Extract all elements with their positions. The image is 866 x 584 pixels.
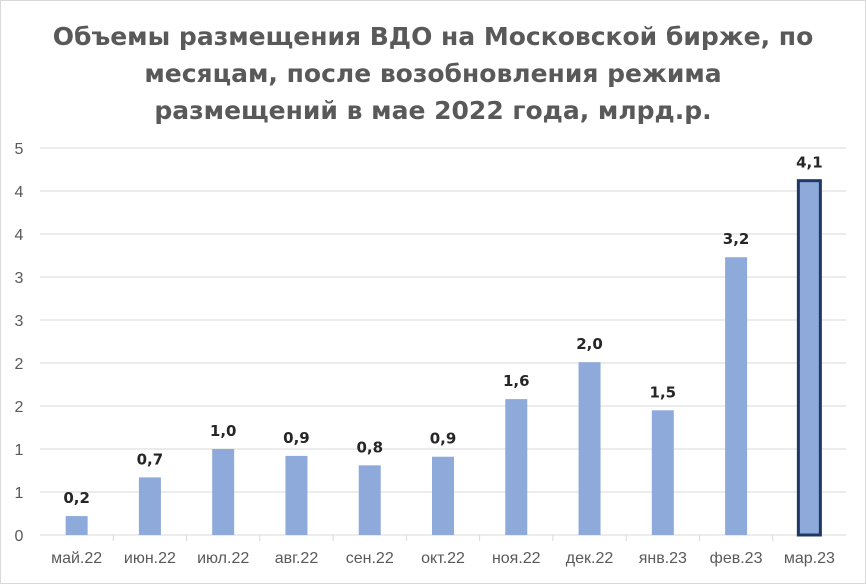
y-tick-label: 2: [15, 399, 24, 416]
data-label: 1,5: [650, 383, 677, 401]
bar: [212, 449, 235, 535]
bar: [285, 455, 308, 535]
data-label: 4,1: [796, 154, 823, 172]
y-tick-label: 3: [15, 313, 24, 330]
chart-title-line-1: Объемы размещения ВДО на Московской бирж…: [52, 22, 814, 51]
data-label: 0,7: [137, 450, 164, 468]
y-tick-label: 1: [15, 442, 24, 459]
y-tick-label: 1: [15, 485, 24, 502]
x-tick-label: мар.23: [784, 550, 835, 567]
bar: [358, 465, 381, 535]
y-tick-label: 0: [15, 528, 24, 545]
chart-title-line-3: размещений в мае 2022 года, млрд.р.: [154, 96, 712, 125]
x-tick-label: дек.22: [566, 550, 614, 567]
x-tick-label: июл.22: [197, 550, 249, 567]
y-axis-ticks: 0 1 1 2 2 3 3 4 4 5: [15, 141, 24, 545]
bar: [651, 410, 674, 535]
x-tick-label: май.22: [51, 550, 102, 567]
x-tick-label: янв.23: [639, 550, 687, 567]
bar: [725, 257, 748, 535]
x-tick-label: сен.22: [346, 550, 394, 567]
x-tick-label: ноя.22: [492, 550, 541, 567]
y-tick-label: 3: [15, 270, 24, 287]
data-label: 0,8: [356, 438, 383, 456]
x-axis-ticks: май.22 июн.22 июл.22 авг.22 сен.22 окт.22 ноя.…: [51, 535, 835, 567]
data-label: 0,9: [283, 429, 310, 447]
data-label: 0,9: [430, 430, 457, 448]
x-tick-label: окт.22: [421, 550, 465, 567]
data-labels: 0,2 0,7 1,0 0,9 0,8 0,9 1,6 2,0 1,5 3,2 4,1: [63, 154, 822, 507]
x-tick-label: фев.23: [710, 550, 763, 567]
data-label: 2,0: [576, 335, 603, 353]
bar: [505, 399, 528, 535]
bar: [138, 477, 161, 535]
bars: [65, 179, 822, 537]
y-tick-label: 4: [15, 184, 24, 201]
data-label: 1,0: [210, 422, 237, 440]
y-tick-label: 2: [15, 356, 24, 373]
bar: [432, 456, 454, 535]
y-tick-label: 5: [15, 141, 24, 158]
data-label: 3,2: [723, 230, 750, 248]
bar: [65, 516, 88, 535]
bar: [796, 179, 822, 537]
bar: [578, 362, 601, 535]
chart-title-line-2: месяцам, после возобновления режима: [144, 59, 722, 88]
y-tick-label: 4: [15, 227, 24, 244]
x-tick-label: июн.22: [124, 550, 176, 567]
data-label: 1,6: [503, 372, 530, 390]
data-label: 0,2: [63, 489, 90, 507]
x-tick-label: авг.22: [275, 550, 319, 567]
